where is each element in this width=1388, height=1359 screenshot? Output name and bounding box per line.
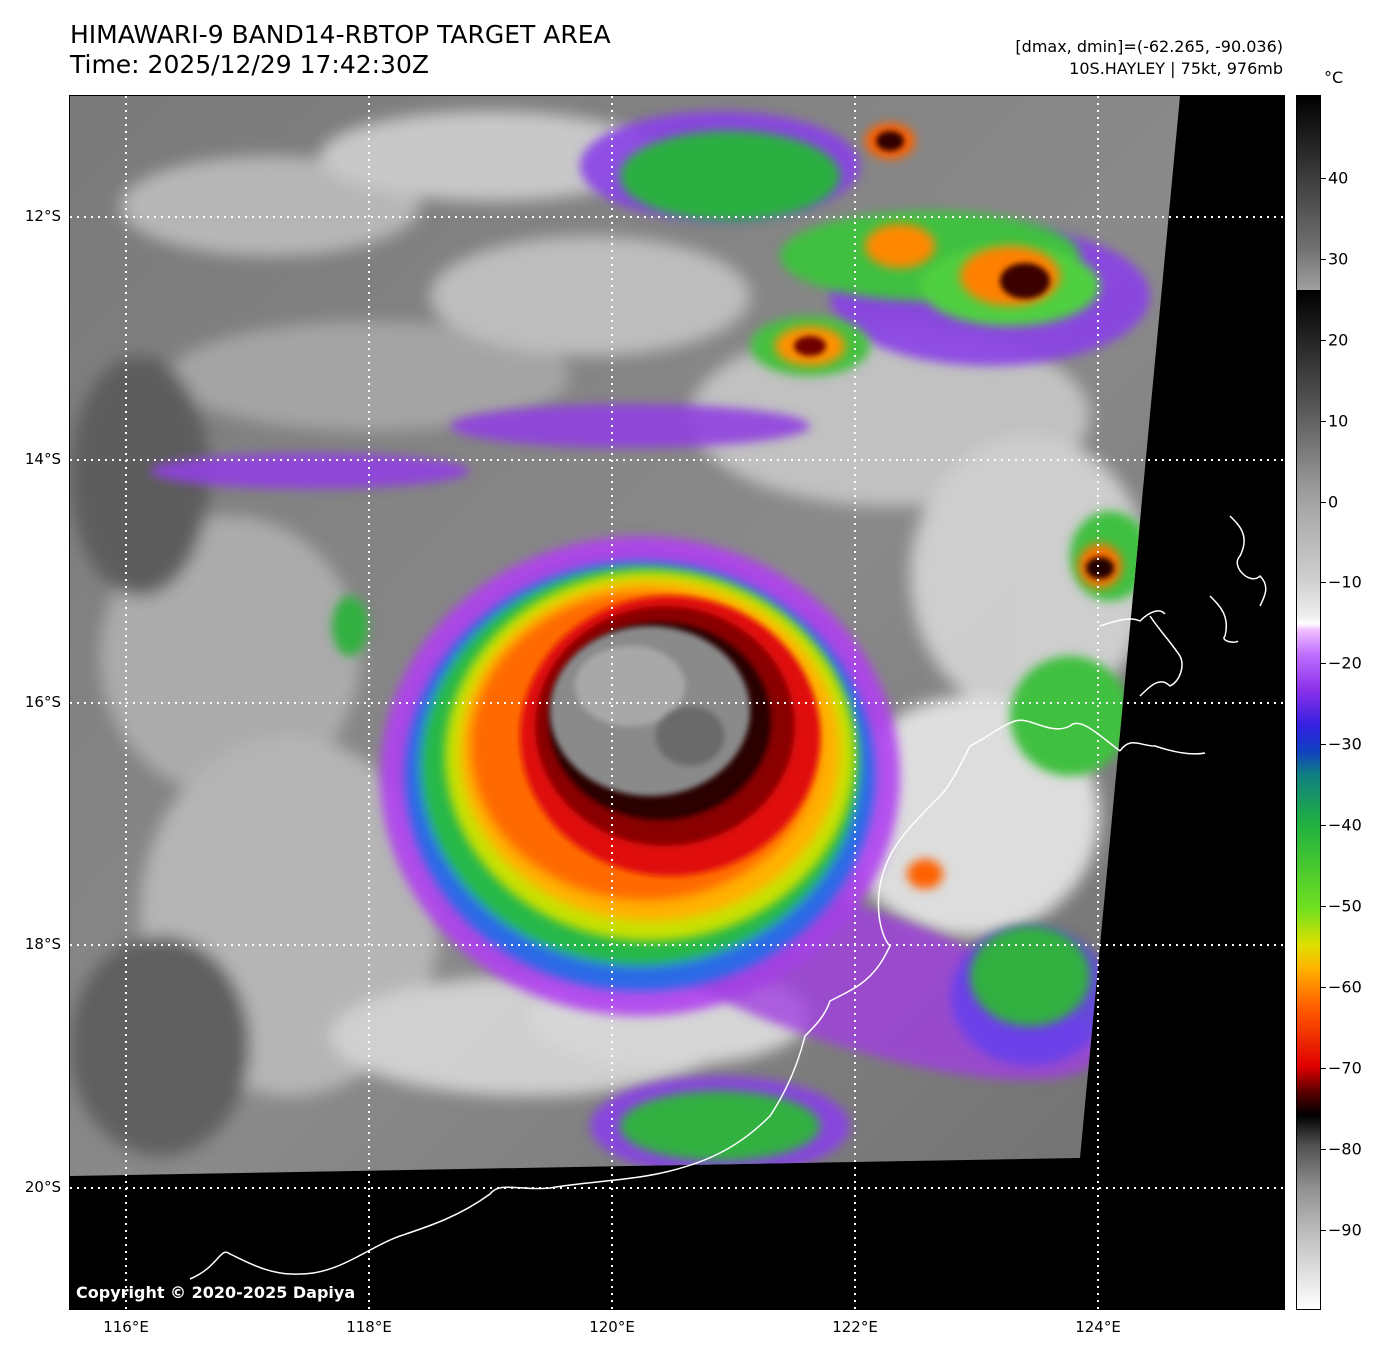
lat-label: 16°S (24, 693, 61, 711)
colorbar-tick (1321, 663, 1326, 664)
storm-info-text: 10S.HAYLEY | 75kt, 976mb (1069, 59, 1283, 78)
colorbar-label: −70 (1328, 1058, 1362, 1078)
time-line: Time: 2025/12/29 17:42:30Z (70, 50, 429, 79)
title-line: HIMAWARI-9 BAND14-RBTOP TARGET AREA (70, 20, 611, 49)
colorbar-tick (1321, 1230, 1326, 1231)
colorbar-tick (1321, 502, 1326, 503)
satellite-map: Copyright © 2020-2025 Dapiya (69, 95, 1285, 1310)
lon-label: 124°E (1075, 1318, 1121, 1336)
figure-info: [dmax, dmin]=(-62.265, -90.036) 10S.HAYL… (1015, 36, 1283, 80)
lat-label: 18°S (24, 935, 61, 953)
colorbar-label: 20 (1328, 330, 1349, 350)
colorbar (1296, 95, 1321, 1310)
lat-label: 12°S (24, 207, 61, 225)
colorbar-tick (1321, 906, 1326, 907)
colorbar-label: 0 (1328, 492, 1339, 512)
colorbar-tick (1321, 987, 1326, 988)
colorbar-label: −60 (1328, 977, 1362, 997)
lon-label: 120°E (589, 1318, 635, 1336)
colorbar-tick (1321, 744, 1326, 745)
lon-label: 122°E (832, 1318, 878, 1336)
dmax-dmin-text: [dmax, dmin]=(-62.265, -90.036) (1015, 37, 1283, 56)
satellite-image (70, 96, 1284, 1309)
colorbar-label: −50 (1328, 896, 1362, 916)
colorbar-tick (1321, 340, 1326, 341)
colorbar-label: 40 (1328, 168, 1349, 188)
colorbar-label: −80 (1328, 1139, 1362, 1159)
colorbar-label: 10 (1328, 411, 1349, 431)
colorbar-tick (1321, 825, 1326, 826)
lon-label: 118°E (346, 1318, 392, 1336)
lat-label: 20°S (24, 1178, 61, 1196)
colorbar-label: −20 (1328, 653, 1362, 673)
lon-label: 116°E (103, 1318, 149, 1336)
coastline (189, 515, 1267, 1280)
copyright-text: Copyright © 2020-2025 Dapiya (76, 1283, 356, 1302)
colorbar-label: −10 (1328, 572, 1362, 592)
colorbar-tick (1321, 178, 1326, 179)
colorbar-label: −40 (1328, 815, 1362, 835)
colorbar-unit: °C (1324, 68, 1344, 87)
colorbar-tick (1321, 1149, 1326, 1150)
lat-label: 14°S (24, 450, 61, 468)
colorbar-label: 30 (1328, 249, 1349, 269)
colorbar-tick (1321, 259, 1326, 260)
colorbar-tick (1321, 421, 1326, 422)
colorbar-label: −30 (1328, 734, 1362, 754)
colorbar-label: −90 (1328, 1220, 1362, 1240)
figure-title: HIMAWARI-9 BAND14-RBTOP TARGET AREA Time… (70, 20, 611, 80)
colorbar-tick (1321, 1068, 1326, 1069)
colorbar-tick (1321, 582, 1326, 583)
